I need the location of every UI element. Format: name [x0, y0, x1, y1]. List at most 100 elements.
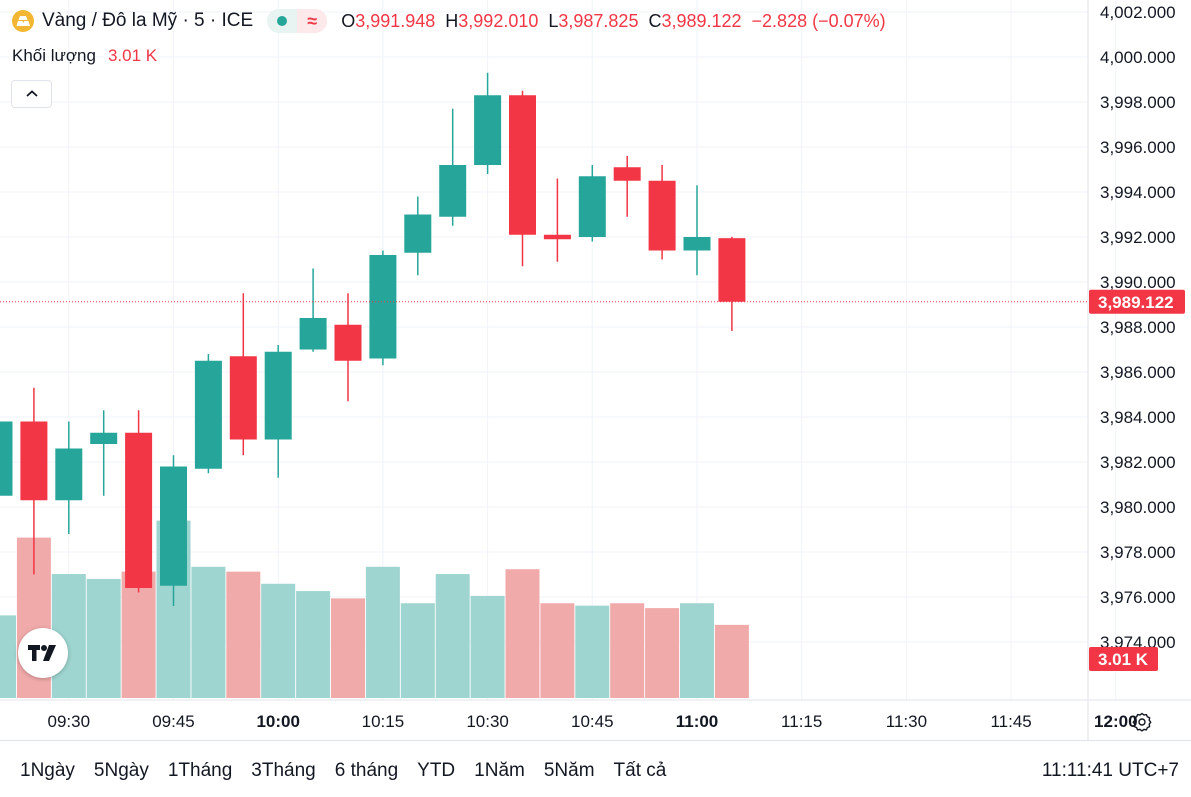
- candle: [264, 345, 292, 478]
- candle: [334, 293, 362, 402]
- candle: [0, 421, 13, 496]
- candle-body: [20, 421, 48, 501]
- ohlc-low: L3,987.825: [548, 10, 639, 31]
- volume-badge-bg: [1089, 647, 1158, 671]
- time-tick: 09:30: [48, 712, 91, 731]
- range-button[interactable]: 5Ngày: [93, 760, 149, 781]
- ohlc-open: O3,991.948: [341, 10, 436, 31]
- candle: [229, 293, 257, 456]
- candle-body: [439, 165, 467, 217]
- volume-bar: [191, 566, 226, 698]
- volume-legend-label[interactable]: Khối lượng: [12, 46, 96, 65]
- last-price-badge: 3,989.122: [1089, 289, 1185, 314]
- range-button[interactable]: Tất cả: [613, 760, 667, 781]
- time-tick: 10:00: [256, 712, 299, 731]
- candle-body: [578, 176, 606, 237]
- candle-body: [90, 432, 118, 444]
- symbol-legend: Vàng / Đô la Mỹ · 5 · ICE ≈ O3,991.948 H…: [12, 8, 886, 34]
- ohlc-high: H3,992.010: [445, 10, 539, 31]
- range-button[interactable]: 6 tháng: [334, 760, 399, 781]
- volume-bar: [610, 603, 645, 698]
- candle-body: [299, 318, 327, 350]
- price-tick: 3,984.000: [1100, 408, 1176, 427]
- volume-bar: [0, 615, 16, 698]
- volume-badge: 3.01 K: [1089, 647, 1158, 671]
- range-button[interactable]: 1Ngày: [20, 760, 75, 781]
- price-tick: 3,982.000: [1100, 453, 1176, 472]
- tradingview-logo-icon: [28, 645, 56, 661]
- candles: [0, 72, 746, 606]
- price-tick: 3,992.000: [1100, 228, 1176, 247]
- candle-body: [334, 324, 362, 361]
- price-tick: 4,000.000: [1100, 48, 1176, 67]
- candle: [578, 165, 606, 242]
- approx-icon: ≈: [297, 9, 328, 33]
- clock-timezone[interactable]: 11:11:41 UTC+7: [1041, 760, 1179, 781]
- axis-settings-button[interactable]: [1128, 708, 1156, 736]
- volume-legend-value: 3.01 K: [107, 46, 158, 65]
- price-chart[interactable]: 4,002.000 4,000.000 3,998.000 3,996.000 3,99…: [0, 0, 1191, 740]
- volume-legend: Khối lượng 3.01 K: [12, 46, 157, 66]
- price-tick: 3,986.000: [1100, 363, 1176, 382]
- price-axis[interactable]: 4,002.000 4,000.000 3,998.000 3,996.000 3,99…: [1087, 0, 1176, 740]
- gear-icon: [1132, 712, 1152, 732]
- candle-body: [404, 214, 432, 253]
- range-button[interactable]: 5Năm: [543, 760, 595, 781]
- price-tick: 3,996.000: [1100, 138, 1176, 157]
- price-tick: 3,998.000: [1100, 93, 1176, 112]
- candle-body: [125, 432, 153, 588]
- volume-bars: [0, 520, 749, 698]
- ohlc-close: C3,989.122: [648, 10, 742, 31]
- volume-bar: [86, 578, 121, 698]
- volume-bar: [645, 608, 680, 698]
- volume-value: 3.01 K: [1098, 650, 1149, 669]
- volume-bar: [365, 566, 400, 698]
- range-button[interactable]: 1Năm: [474, 760, 525, 781]
- candle-body: [160, 466, 187, 586]
- time-tick: 11:30: [886, 712, 927, 731]
- volume-bar: [400, 603, 435, 698]
- candle-body: [194, 360, 222, 469]
- candle: [369, 250, 397, 366]
- time-tick: 10:30: [466, 712, 509, 731]
- candle-body: [55, 448, 83, 501]
- volume-bar: [261, 583, 296, 698]
- candle: [683, 185, 711, 276]
- time-axis[interactable]: 09:30 09:45 10:00 10:15 10:30 10:45 11:00 11:15…: [0, 699, 1191, 731]
- time-tick: 11:45: [990, 712, 1031, 731]
- candle: [509, 90, 536, 267]
- candle-body: [648, 180, 676, 251]
- range-button[interactable]: 3Tháng: [251, 760, 316, 781]
- market-status-pill[interactable]: ≈: [267, 9, 328, 33]
- candle: [613, 156, 641, 217]
- chevron-up-icon: [25, 90, 38, 97]
- time-tick: 10:15: [362, 712, 405, 731]
- candle: [299, 268, 327, 352]
- candle-body: [229, 356, 257, 440]
- range-button[interactable]: YTD: [417, 760, 456, 781]
- tradingview-logo[interactable]: [18, 628, 68, 678]
- candle: [194, 354, 222, 474]
- price-tick: 3,988.000: [1100, 318, 1176, 337]
- time-tick: 11:15: [781, 712, 822, 731]
- symbol-title[interactable]: Vàng / Đô la Mỹ · 5 · ICE: [42, 10, 254, 31]
- volume-bar: [680, 603, 714, 698]
- candle-body: [474, 95, 502, 165]
- candle: [648, 165, 676, 260]
- last-price-value: 3,989.122: [1098, 293, 1174, 312]
- price-tick: 4,002.000: [1100, 3, 1176, 22]
- price-tick: 3,978.000: [1100, 543, 1176, 562]
- gold-bars-icon: [12, 10, 34, 32]
- market-open-dot-icon: [267, 9, 297, 33]
- candle: [55, 421, 83, 534]
- candle: [404, 196, 432, 276]
- range-button[interactable]: 1Tháng: [167, 760, 233, 781]
- volume-bar: [575, 605, 610, 698]
- bottom-toolbar: 1Ngày 5Ngày 1Tháng 3Tháng 6 tháng YTD 1Năm 5Năm…: [0, 740, 1191, 797]
- collapse-legend-button[interactable]: [11, 80, 52, 108]
- volume-bar: [331, 598, 365, 698]
- candle-body: [264, 351, 292, 440]
- ohlc-values: O3,991.948 H3,992.010 L3,987.825 C3,989.…: [341, 11, 741, 32]
- candle: [718, 236, 746, 331]
- volume-bar: [714, 624, 749, 698]
